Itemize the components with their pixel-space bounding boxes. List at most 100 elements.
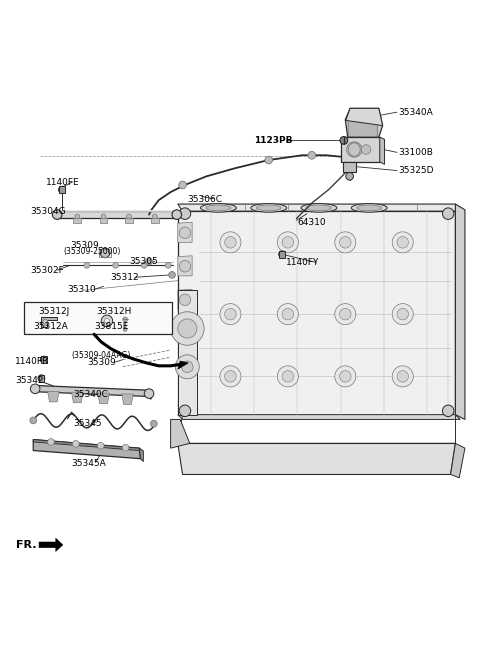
- Circle shape: [144, 389, 154, 398]
- Polygon shape: [39, 538, 63, 551]
- Circle shape: [339, 371, 351, 382]
- Polygon shape: [178, 323, 192, 343]
- Text: 35340A: 35340A: [398, 108, 432, 117]
- Circle shape: [40, 356, 47, 363]
- Circle shape: [100, 248, 110, 258]
- Ellipse shape: [201, 204, 237, 212]
- Ellipse shape: [348, 143, 360, 156]
- Text: 35312J: 35312J: [38, 307, 69, 316]
- Text: 35312H: 35312H: [96, 307, 132, 316]
- Circle shape: [335, 304, 356, 325]
- Bar: [340, 137, 380, 162]
- Polygon shape: [148, 390, 152, 399]
- Circle shape: [75, 214, 80, 219]
- Circle shape: [168, 271, 175, 279]
- Circle shape: [52, 210, 62, 219]
- Text: 35306C: 35306C: [187, 194, 222, 204]
- Bar: [73, 218, 81, 223]
- Circle shape: [443, 208, 454, 219]
- Polygon shape: [178, 443, 456, 474]
- Polygon shape: [33, 440, 141, 459]
- Text: 35345A: 35345A: [72, 459, 106, 468]
- Text: 1140FE: 1140FE: [46, 178, 80, 187]
- Text: 33815E: 33815E: [95, 322, 129, 331]
- Circle shape: [392, 304, 413, 325]
- Polygon shape: [33, 440, 140, 451]
- Text: 35305: 35305: [129, 257, 158, 266]
- Circle shape: [225, 237, 236, 248]
- Circle shape: [335, 232, 356, 253]
- Polygon shape: [345, 108, 383, 137]
- Circle shape: [282, 237, 294, 248]
- Circle shape: [48, 439, 54, 445]
- Circle shape: [127, 214, 132, 219]
- Polygon shape: [98, 393, 109, 403]
- Circle shape: [392, 232, 413, 253]
- Circle shape: [105, 319, 109, 323]
- Circle shape: [123, 328, 127, 331]
- Circle shape: [151, 420, 157, 427]
- Circle shape: [72, 440, 79, 447]
- Bar: [24, 302, 172, 334]
- Text: 35342: 35342: [15, 376, 44, 385]
- Circle shape: [335, 366, 356, 387]
- Polygon shape: [380, 137, 384, 164]
- Polygon shape: [456, 204, 465, 419]
- Circle shape: [178, 319, 197, 338]
- Text: 35302F: 35302F: [30, 265, 64, 275]
- Polygon shape: [178, 415, 460, 419]
- Circle shape: [225, 308, 236, 320]
- Circle shape: [179, 294, 191, 306]
- Polygon shape: [41, 317, 57, 327]
- Polygon shape: [140, 448, 144, 462]
- Circle shape: [179, 181, 186, 189]
- Circle shape: [43, 319, 48, 324]
- Text: 64310: 64310: [298, 217, 326, 227]
- Bar: [279, 251, 285, 258]
- Text: 35345: 35345: [73, 419, 102, 428]
- Circle shape: [84, 262, 90, 268]
- Bar: [59, 187, 65, 193]
- Circle shape: [101, 315, 113, 327]
- Circle shape: [279, 251, 286, 258]
- Circle shape: [179, 208, 191, 219]
- Circle shape: [179, 405, 191, 417]
- Polygon shape: [178, 222, 192, 242]
- Text: 35309: 35309: [87, 357, 116, 367]
- Circle shape: [146, 258, 153, 265]
- Polygon shape: [48, 392, 59, 402]
- Text: 35340C: 35340C: [73, 390, 108, 399]
- Circle shape: [277, 304, 299, 325]
- Circle shape: [346, 173, 353, 180]
- Text: 1140FY: 1140FY: [287, 258, 320, 267]
- Circle shape: [282, 308, 294, 320]
- Circle shape: [225, 371, 236, 382]
- Polygon shape: [72, 392, 83, 403]
- Circle shape: [339, 308, 351, 320]
- Polygon shape: [178, 290, 197, 415]
- Circle shape: [340, 137, 348, 145]
- Bar: [100, 218, 108, 223]
- Circle shape: [443, 405, 454, 417]
- Polygon shape: [346, 108, 383, 125]
- Circle shape: [179, 227, 191, 238]
- Bar: [99, 249, 111, 257]
- Polygon shape: [57, 211, 177, 218]
- Circle shape: [277, 232, 299, 253]
- Text: 1140FR: 1140FR: [15, 357, 49, 365]
- Ellipse shape: [351, 204, 387, 212]
- Circle shape: [265, 156, 273, 164]
- Circle shape: [179, 261, 191, 272]
- Circle shape: [347, 142, 362, 157]
- Circle shape: [392, 366, 413, 387]
- Polygon shape: [178, 256, 192, 276]
- FancyBboxPatch shape: [348, 111, 377, 137]
- Circle shape: [165, 262, 171, 268]
- Circle shape: [38, 375, 45, 382]
- Ellipse shape: [357, 205, 382, 211]
- Circle shape: [179, 328, 191, 339]
- Circle shape: [101, 214, 106, 219]
- Ellipse shape: [301, 204, 337, 212]
- Ellipse shape: [256, 205, 281, 211]
- Polygon shape: [178, 361, 188, 369]
